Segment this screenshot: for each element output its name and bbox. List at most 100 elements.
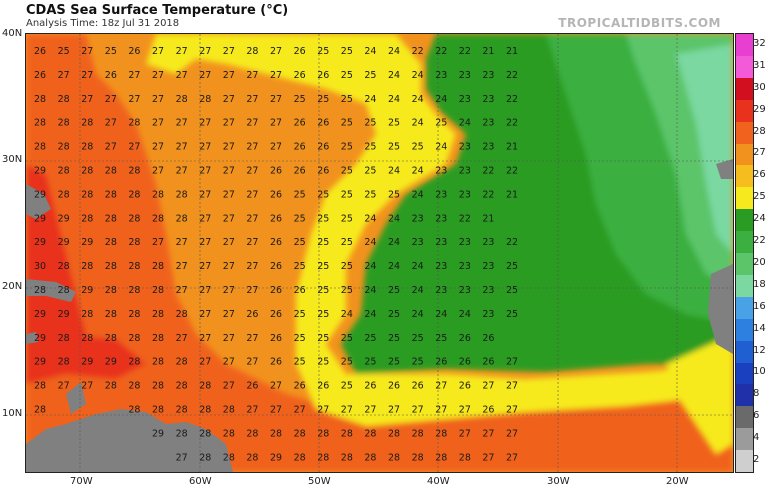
temperature-value: 27	[223, 118, 235, 129]
temperature-value: 24	[388, 94, 400, 105]
colorbar-label: 31	[753, 59, 766, 71]
temperature-value: 25	[506, 261, 518, 272]
temperature-value: 25	[58, 46, 70, 57]
temperature-value: 29	[34, 189, 46, 200]
temperature-value: 25	[317, 213, 329, 224]
temperature-value: 28	[34, 142, 46, 153]
temperature-value: 28	[81, 309, 93, 320]
colorbar-segment	[736, 428, 753, 451]
temperature-value: 27	[176, 118, 188, 129]
temperature-value: 27	[199, 285, 211, 296]
temperature-value: 23	[435, 237, 447, 248]
lon-label-60w: 60W	[189, 476, 212, 487]
temperature-value: 23	[482, 118, 494, 129]
temperature-value: 27	[223, 142, 235, 153]
lat-label-20n: 20N	[2, 281, 23, 292]
temperature-value: 29	[81, 237, 93, 248]
temperature-value: 28	[128, 333, 140, 344]
lon-label-70w: 70W	[70, 476, 93, 487]
temperature-value: 27	[199, 142, 211, 153]
temperature-value: 23	[482, 261, 494, 272]
colorbar-label: 29	[753, 103, 766, 115]
temperature-value: 26	[317, 381, 329, 392]
temperature-value: 22	[506, 94, 518, 105]
temperature-value: 27	[58, 381, 70, 392]
temperature-value: 28	[81, 333, 93, 344]
temperature-value: 28	[58, 118, 70, 129]
temperature-value: 27	[176, 46, 188, 57]
temperature-value: 23	[482, 309, 494, 320]
temperature-value: 25	[388, 285, 400, 296]
temperature-value: 27	[176, 166, 188, 177]
temperature-value: 28	[152, 189, 164, 200]
temperature-value: 23	[412, 237, 424, 248]
colorbar-label: 8	[753, 388, 760, 400]
temperature-value: 24	[364, 285, 376, 296]
temperature-value: 25	[294, 189, 306, 200]
temperature-value: 28	[81, 142, 93, 153]
temperature-value: 25	[341, 189, 353, 200]
temperature-value: 27	[506, 405, 518, 416]
temperature-value: 26	[317, 70, 329, 81]
temperature-value: 27	[81, 381, 93, 392]
temperature-value: 28	[199, 428, 211, 439]
sst-band-28	[26, 34, 733, 472]
temperature-value: 29	[58, 237, 70, 248]
temperature-value: 27	[176, 285, 188, 296]
map-title: CDAS Sea Surface Temperature (°C)	[26, 3, 289, 18]
temperature-value: 24	[412, 189, 424, 200]
sst-band-29b	[56, 334, 146, 379]
temperature-value: 28	[364, 452, 376, 463]
temperature-value: 26	[388, 381, 400, 392]
temperature-value: 28	[105, 166, 117, 177]
temperature-value: 28	[341, 428, 353, 439]
temperature-value: 28	[152, 357, 164, 368]
temperature-value: 27	[270, 70, 282, 81]
temperature-value: 29	[81, 357, 93, 368]
colorbar-segment	[736, 209, 753, 232]
temperature-value: 26	[317, 118, 329, 129]
temperature-value: 26	[294, 70, 306, 81]
colorbar-label: 32	[753, 37, 766, 49]
temperature-value: 23	[482, 94, 494, 105]
temperature-value: 23	[435, 285, 447, 296]
temperature-value: 27	[176, 70, 188, 81]
temperature-value: 25	[506, 309, 518, 320]
colorbar-segment	[736, 55, 753, 79]
temperature-value: 24	[388, 261, 400, 272]
temperature-value: 27	[199, 309, 211, 320]
temperature-value: 25	[294, 357, 306, 368]
temperature-value: 26	[459, 333, 471, 344]
temperature-value: 25	[364, 357, 376, 368]
temperature-value: 27	[223, 381, 235, 392]
temperature-value: 24	[364, 46, 376, 57]
temperature-value: 24	[388, 46, 400, 57]
colorbar-label: 6	[753, 410, 760, 422]
temperature-value: 26	[128, 46, 140, 57]
colorbar-segment	[736, 296, 753, 320]
temperature-value: 27	[223, 237, 235, 248]
temperature-value: 21	[506, 142, 518, 153]
temperature-value: 27	[176, 333, 188, 344]
temperature-value: 28	[128, 213, 140, 224]
temperature-value: 28	[128, 357, 140, 368]
temperature-value: 25	[364, 333, 376, 344]
colorbar-segment	[736, 77, 753, 101]
temperature-value: 27	[58, 70, 70, 81]
temperature-value: 24	[412, 261, 424, 272]
temperature-value: 25	[317, 261, 329, 272]
temperature-value: 22	[435, 46, 447, 57]
jamaica-land	[26, 332, 38, 344]
temperature-value: 23	[459, 261, 471, 272]
temperature-value: 22	[482, 189, 494, 200]
temperature-value: 21	[506, 189, 518, 200]
temperature-value: 25	[341, 142, 353, 153]
temperature-value: 24	[388, 237, 400, 248]
temperature-value: 21	[482, 213, 494, 224]
temperature-value: 25	[364, 142, 376, 153]
temperature-value: 28	[105, 261, 117, 272]
temperature-value: 28	[223, 428, 235, 439]
colorbar-label: 24	[753, 213, 766, 225]
temperature-value: 27	[317, 405, 329, 416]
temperature-value: 27	[176, 237, 188, 248]
